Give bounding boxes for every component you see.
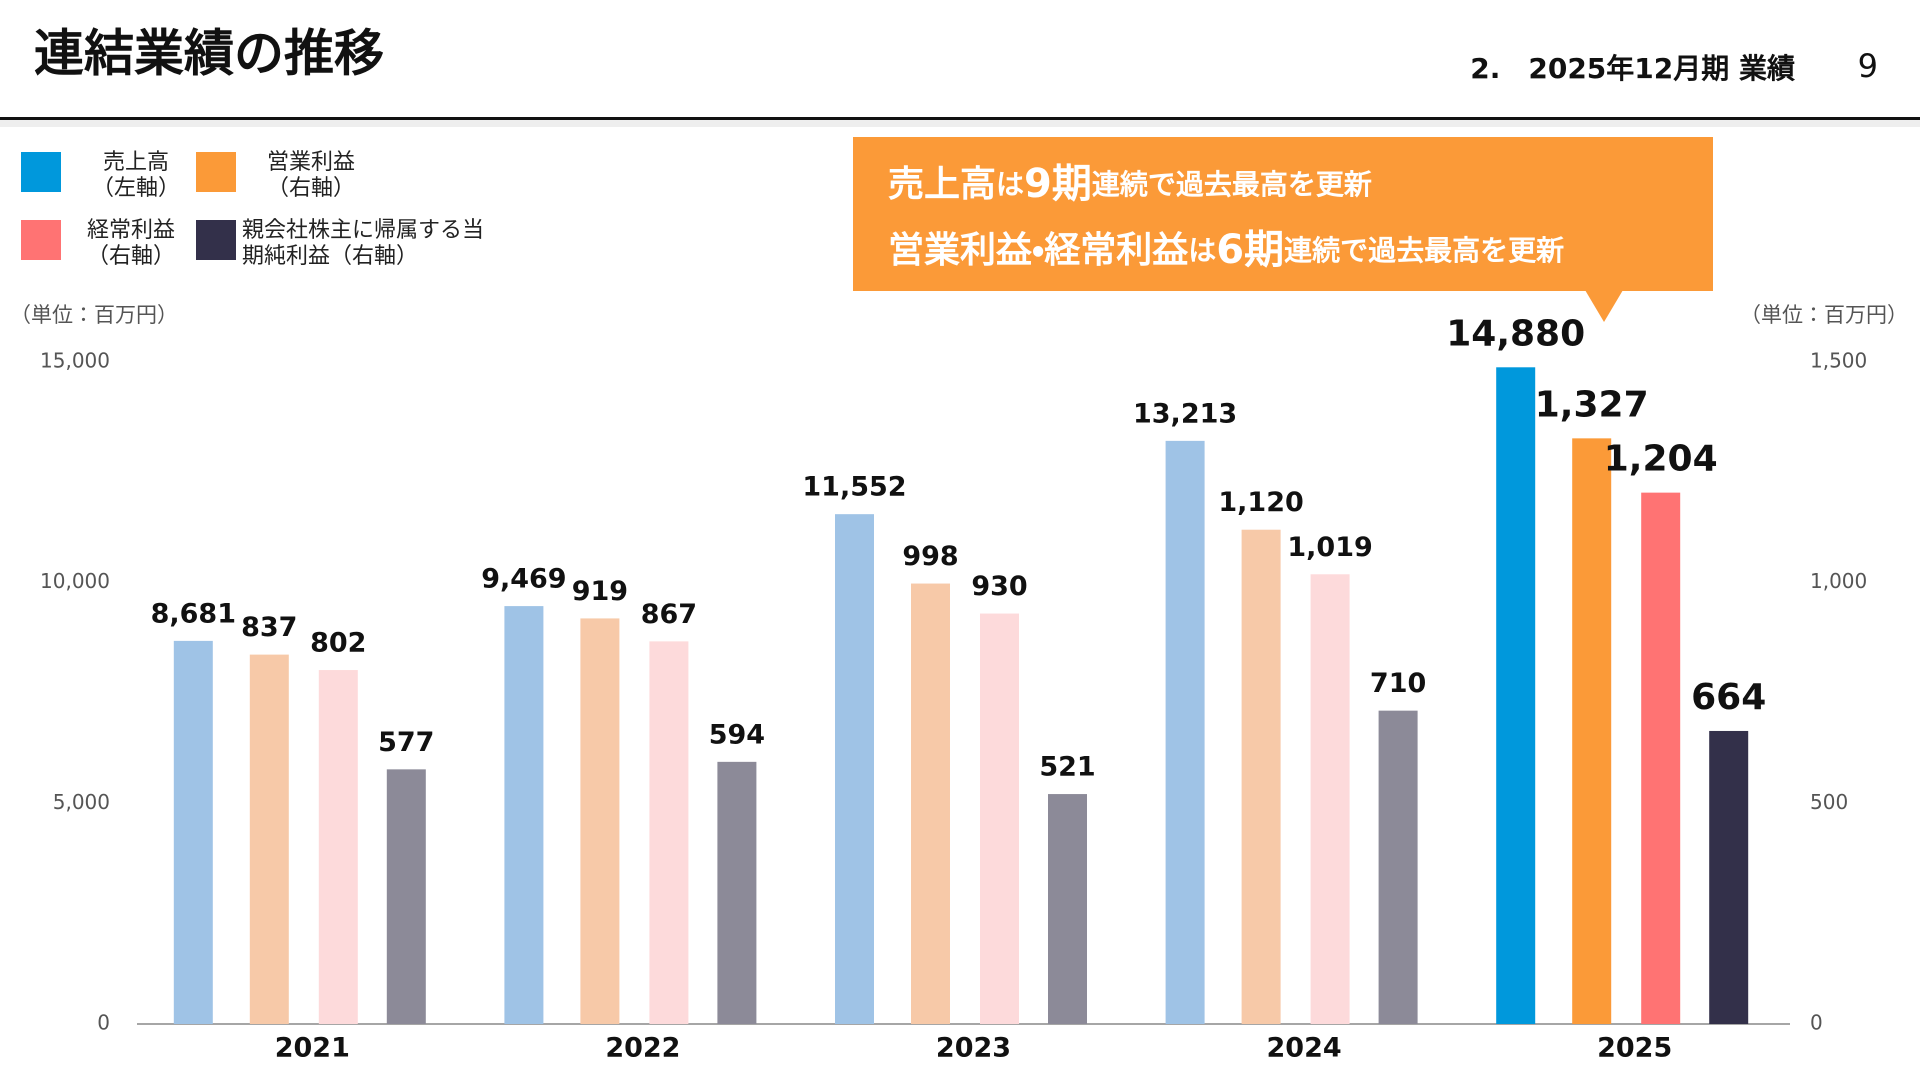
callout-line: 売上高は9期連続で過去最高を更新 bbox=[888, 161, 1372, 207]
bar bbox=[1310, 574, 1350, 1024]
callout-text: 9期 bbox=[1024, 161, 1092, 207]
y-tick-label: 5,000 bbox=[53, 790, 110, 814]
x-tick-label: 2024 bbox=[1267, 1033, 1342, 1064]
legend-swatch bbox=[21, 220, 61, 260]
value-label: 837 bbox=[241, 612, 297, 643]
bar bbox=[1241, 529, 1281, 1024]
legend-swatch bbox=[21, 152, 61, 192]
legend-entry: 売上高 （左軸） bbox=[81, 150, 191, 202]
header-band bbox=[0, 120, 1920, 127]
value-label: 1,327 bbox=[1535, 384, 1649, 425]
callout-text: 6期 bbox=[1216, 227, 1284, 273]
bar bbox=[649, 641, 689, 1024]
value-label: 664 bbox=[1691, 677, 1766, 718]
y-tick-label: 15,000 bbox=[40, 349, 110, 373]
value-label: 11,552 bbox=[802, 472, 906, 503]
y-unit: （単位：百万円） bbox=[10, 303, 178, 327]
value-label: 13,213 bbox=[1133, 398, 1237, 429]
x-tick-label: 2021 bbox=[275, 1033, 350, 1064]
callout-text: は bbox=[996, 168, 1024, 201]
value-label: 710 bbox=[1370, 668, 1426, 699]
y2-unit: （単位：百万円） bbox=[1740, 303, 1908, 327]
bar bbox=[1709, 730, 1749, 1024]
callout-text: 売上高 bbox=[888, 164, 996, 205]
legend-text: （右軸） bbox=[86, 244, 175, 269]
section-label: 2. 2025年12月期 業績 bbox=[1470, 52, 1795, 85]
bar bbox=[911, 583, 950, 1024]
callout-text: は bbox=[1188, 234, 1216, 267]
bar bbox=[1572, 438, 1612, 1024]
y2-tick-label: 1,000 bbox=[1810, 569, 1867, 593]
legend-swatch bbox=[196, 152, 236, 192]
callout-box bbox=[853, 137, 1713, 291]
bar bbox=[717, 761, 757, 1024]
legend-text: （左軸） bbox=[91, 176, 180, 201]
bar bbox=[580, 618, 620, 1024]
callout-text: 営業利益・経常利益 bbox=[888, 230, 1188, 271]
x-tick-label: 2023 bbox=[936, 1033, 1011, 1064]
legend-text: 営業利益 bbox=[266, 150, 355, 175]
bar bbox=[835, 514, 874, 1024]
bar bbox=[318, 670, 358, 1024]
legend-entry: 親会社株主に帰属する当期純利益（右軸） bbox=[242, 218, 492, 270]
value-label: 998 bbox=[902, 541, 958, 572]
bar bbox=[1641, 492, 1681, 1025]
x-tick-label: 2025 bbox=[1597, 1033, 1672, 1064]
y-tick-label: 10,000 bbox=[40, 569, 110, 593]
x-tick-label: 2022 bbox=[605, 1033, 680, 1064]
value-label: 8,681 bbox=[151, 598, 236, 629]
legend-text: （右軸） bbox=[330, 244, 419, 269]
y2-tick-label: 0 bbox=[1810, 1011, 1823, 1035]
bar bbox=[1048, 794, 1087, 1024]
callout-pointer bbox=[1585, 290, 1623, 322]
y2-tick-label: 1,500 bbox=[1810, 349, 1867, 373]
value-label: 14,880 bbox=[1446, 313, 1585, 354]
header-rule bbox=[0, 117, 1920, 120]
legend-text: 売上高 bbox=[102, 150, 169, 175]
bar bbox=[504, 606, 544, 1024]
value-label: 9,469 bbox=[481, 564, 566, 595]
bar bbox=[173, 640, 213, 1024]
callout-text: 連続で過去最高を更新 bbox=[1284, 234, 1564, 267]
bar bbox=[1165, 440, 1205, 1024]
legend-text: 経常利益 bbox=[86, 218, 175, 243]
bar bbox=[1378, 710, 1418, 1024]
callout-text: 連続で過去最高を更新 bbox=[1092, 168, 1372, 201]
legend-text: （右軸） bbox=[266, 176, 355, 201]
callout-line: 営業利益・経常利益は6期連続で過去最高を更新 bbox=[888, 227, 1564, 273]
value-label: 521 bbox=[1039, 752, 1095, 783]
bar bbox=[980, 613, 1019, 1024]
legend-text: 親会社株主に帰属する当期純利益 bbox=[242, 218, 485, 269]
legend-swatch bbox=[196, 220, 236, 260]
value-label: 577 bbox=[378, 727, 434, 758]
value-label: 930 bbox=[971, 571, 1027, 602]
bar bbox=[1496, 367, 1536, 1024]
value-label: 802 bbox=[310, 628, 366, 659]
bar bbox=[386, 769, 426, 1024]
legend-entry: 営業利益 （右軸） bbox=[256, 150, 366, 202]
callout: 売上高は9期連続で過去最高を更新 営業利益・経常利益は6期連続で過去最高を更新 bbox=[853, 137, 1713, 322]
slide-title: 連結業績の推移 bbox=[34, 25, 384, 83]
bar bbox=[249, 654, 289, 1024]
value-label: 1,120 bbox=[1218, 487, 1303, 518]
value-label: 1,204 bbox=[1604, 439, 1718, 480]
value-label: 594 bbox=[709, 719, 765, 750]
value-label: 1,019 bbox=[1287, 532, 1372, 563]
value-label: 867 bbox=[641, 599, 697, 630]
legend-entry: 経常利益 （右軸） bbox=[76, 218, 186, 270]
page-number: 9 bbox=[1858, 47, 1878, 85]
value-label: 919 bbox=[572, 576, 628, 607]
y-tick-label: 0 bbox=[97, 1011, 110, 1035]
y2-tick-label: 500 bbox=[1810, 790, 1848, 814]
